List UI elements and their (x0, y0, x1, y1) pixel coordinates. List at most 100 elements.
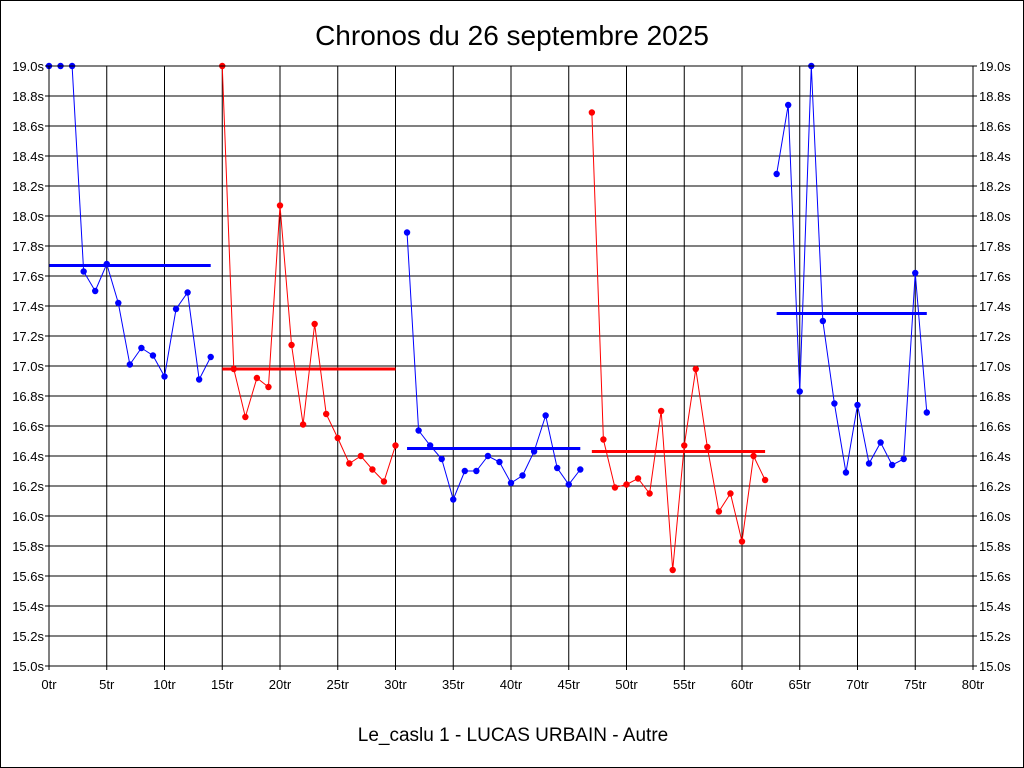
x-axis: 0tr 5tr 10tr 15tr 20tr 25tr 30tr 35tr 40tr 45tr 50… (41, 666, 985, 692)
data-point (900, 455, 907, 463)
data-point (253, 374, 261, 382)
y-tick-label-left: 18.6s (12, 119, 44, 134)
series-line-4 (591, 112, 766, 571)
chart-title: Chronos du 26 septembre 2025 (315, 20, 709, 51)
data-point (392, 442, 399, 449)
data-point (681, 442, 688, 449)
chart-footer: Le_caslu 1 - LUCAS URBAIN - Autre (358, 725, 668, 746)
y-tick-label-right: 16.0s (979, 509, 1011, 524)
data-point (357, 452, 365, 460)
data-point (288, 341, 295, 349)
y-tick-label-left: 18.2s (12, 179, 44, 194)
mean-lines (49, 264, 927, 453)
y-tick-label-right: 17.8s (979, 239, 1011, 254)
data-point (530, 448, 538, 455)
y-tick-label-right: 17.6s (979, 269, 1011, 284)
data-point (161, 373, 168, 380)
data-point (565, 481, 572, 488)
data-point (611, 484, 619, 491)
data-point (865, 460, 873, 467)
data-point (265, 383, 272, 391)
data-point (727, 490, 734, 497)
data-point (704, 443, 711, 451)
data-point (623, 481, 630, 488)
x-tick-label: 10tr (153, 677, 176, 692)
data-point (600, 436, 607, 443)
y-tick-label-left: 16.2s (12, 479, 44, 494)
y-tick-label-left: 15.8s (12, 539, 44, 554)
data-point (346, 460, 353, 467)
y-tick-label-left: 16.0s (12, 509, 44, 524)
y-tick-label-right: 15.4s (979, 599, 1011, 614)
y-tick-label-right: 15.0s (979, 659, 1011, 674)
data-point (819, 317, 827, 325)
data-point (496, 458, 503, 466)
y-tick-label-right: 18.8s (979, 89, 1011, 104)
data-point (761, 476, 769, 484)
data-point (403, 229, 411, 236)
x-tick-label: 50tr (615, 677, 638, 692)
x-tick-label: 25tr (327, 677, 350, 692)
data-point (750, 452, 757, 460)
data-point (126, 361, 134, 368)
y-tick-label-left: 15.2s (12, 629, 44, 644)
data-point (854, 401, 861, 409)
x-tick-label: 60tr (731, 677, 754, 692)
x-tick-label: 5tr (99, 677, 115, 692)
data-point (323, 410, 330, 418)
data-point (669, 566, 676, 574)
data-point (785, 101, 792, 109)
data-point (172, 305, 180, 313)
series-line-2 (221, 65, 396, 483)
data-point (657, 407, 665, 415)
y-tick-label-left: 17.2s (12, 329, 44, 344)
y-tick-label-right: 17.4s (979, 299, 1011, 314)
data-point (773, 170, 780, 178)
data-point (796, 388, 803, 395)
data-point (299, 421, 307, 428)
data-point (715, 508, 723, 515)
x-tick-label: 80tr (962, 677, 985, 692)
x-tick-label: 0tr (41, 677, 57, 692)
data-point (831, 400, 838, 407)
y-tick-label-left: 18.0s (12, 209, 44, 224)
series-line-3 (406, 232, 581, 502)
data-point (184, 289, 191, 296)
y-tick-label-right: 18.2s (979, 179, 1011, 194)
y-tick-label-right: 17.2s (979, 329, 1011, 344)
data-point (426, 442, 434, 449)
data-point (80, 268, 87, 275)
y-tick-label-left: 17.0s (12, 359, 44, 374)
series-lines (49, 65, 928, 571)
data-point (507, 479, 515, 487)
y-tick-label-left: 17.6s (12, 269, 44, 284)
y-tick-label-left: 15.0s (12, 659, 44, 674)
data-point (195, 376, 203, 383)
data-point (438, 455, 445, 463)
y-tick-label-right: 15.8s (979, 539, 1011, 554)
data-point (554, 464, 561, 472)
data-point (646, 490, 653, 497)
x-tick-label: 75tr (904, 677, 927, 692)
data-point (230, 365, 237, 373)
y-tick-label-left: 19.0s (12, 59, 44, 74)
data-point (588, 109, 596, 116)
x-tick-label: 65tr (789, 677, 812, 692)
x-tick-label: 15tr (211, 677, 234, 692)
data-point (577, 466, 584, 473)
data-point (276, 202, 284, 209)
y-tick-label-left: 17.8s (12, 239, 44, 254)
y-tick-label-left: 18.4s (12, 149, 44, 164)
x-tick-label: 30tr (384, 677, 407, 692)
y-tick-label-left: 16.4s (12, 449, 44, 464)
y-tick-label-left: 15.6s (12, 569, 44, 584)
data-point (415, 427, 422, 434)
data-point (103, 260, 110, 268)
y-tick-label-right: 16.6s (979, 419, 1011, 434)
x-tick-label: 45tr (558, 677, 581, 692)
y-tick-label-right: 16.4s (979, 449, 1011, 464)
y-tick-label-left: 16.6s (12, 419, 44, 434)
data-point (692, 365, 699, 373)
y-tick-label-right: 15.6s (979, 569, 1011, 584)
